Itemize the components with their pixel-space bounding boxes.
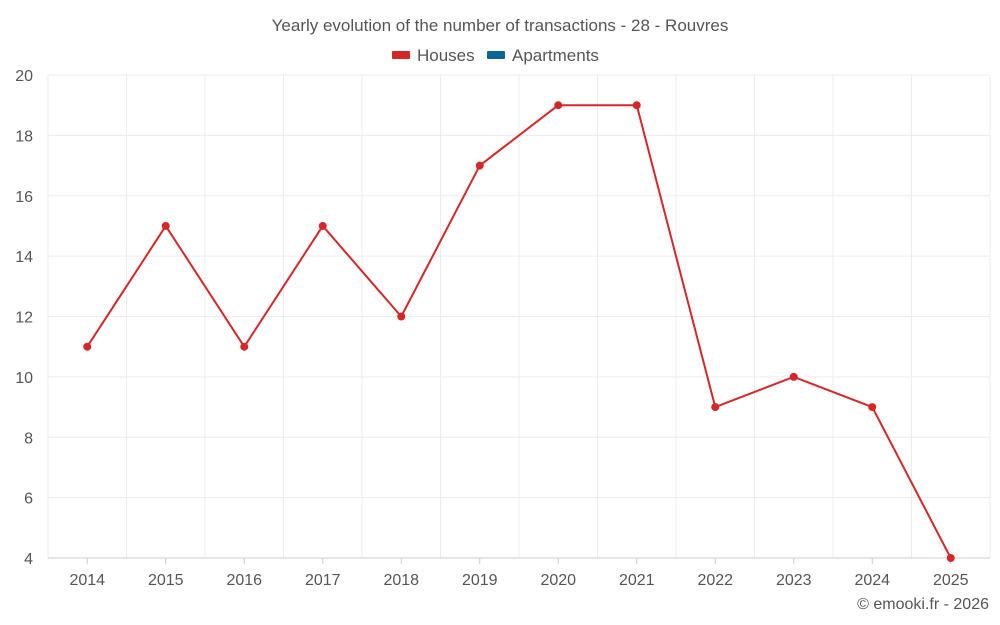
x-tick-label: 2025 — [933, 572, 969, 589]
data-point-houses-2014[interactable] — [83, 342, 92, 351]
series-line-houses — [86, 104, 952, 559]
y-tick-label: 12 — [15, 310, 33, 327]
y-tick-label: 8 — [24, 430, 33, 447]
x-tick-label: 2024 — [854, 572, 890, 589]
x-tick-label: 2016 — [226, 572, 262, 589]
x-tick-label: 2019 — [462, 572, 498, 589]
x-tick-label: 2022 — [697, 572, 733, 589]
x-tick-label: 2023 — [776, 572, 812, 589]
y-tick-label: 18 — [15, 128, 33, 145]
data-point-houses-2023[interactable] — [789, 372, 798, 381]
x-tick-label: 2021 — [619, 572, 655, 589]
x-tick-label: 2015 — [148, 572, 184, 589]
legend-item-houses[interactable]: Houses — [392, 46, 475, 65]
x-tick-label: 2018 — [383, 572, 419, 589]
y-tick-label: 20 — [15, 68, 33, 85]
y-tick-label: 14 — [15, 249, 33, 266]
x-tick-label: 2017 — [305, 572, 341, 589]
chart-title: Yearly evolution of the number of transa… — [272, 16, 729, 35]
credit-text: © emooki.fr - 2026 — [857, 596, 989, 613]
gridlines — [47, 74, 991, 558]
data-point-houses-2016[interactable] — [240, 342, 249, 351]
data-point-houses-2018[interactable] — [397, 312, 406, 321]
y-tick-label: 16 — [15, 189, 33, 206]
legend: Houses Apartments — [392, 46, 599, 65]
legend-label-apartments: Apartments — [512, 46, 599, 65]
data-point-houses-2020[interactable] — [554, 101, 563, 110]
legend-item-apartments[interactable]: Apartments — [487, 46, 599, 65]
data-point-houses-2015[interactable] — [161, 221, 170, 230]
data-point-houses-2025[interactable] — [946, 554, 955, 562]
y-tick-label: 4 — [24, 551, 33, 568]
series-houses — [83, 101, 955, 562]
data-point-houses-2024[interactable] — [868, 403, 877, 412]
legend-swatch-apartments — [487, 51, 505, 59]
data-point-houses-2021[interactable] — [632, 101, 641, 110]
data-point-houses-2017[interactable] — [318, 221, 327, 230]
data-point-houses-2022[interactable] — [711, 403, 720, 412]
x-tick-label: 2014 — [69, 572, 105, 589]
data-point-houses-2019[interactable] — [475, 161, 484, 170]
axes: 4 6 8 10 12 14 16 18 20 2014 2015 2016 2017 2018 2019 2… — [15, 68, 990, 589]
legend-label-houses: Houses — [417, 46, 475, 65]
x-tick-label: 2020 — [540, 572, 576, 589]
y-tick-label: 10 — [15, 370, 33, 387]
y-tick-label: 6 — [24, 491, 33, 508]
legend-swatch-houses — [392, 51, 410, 59]
